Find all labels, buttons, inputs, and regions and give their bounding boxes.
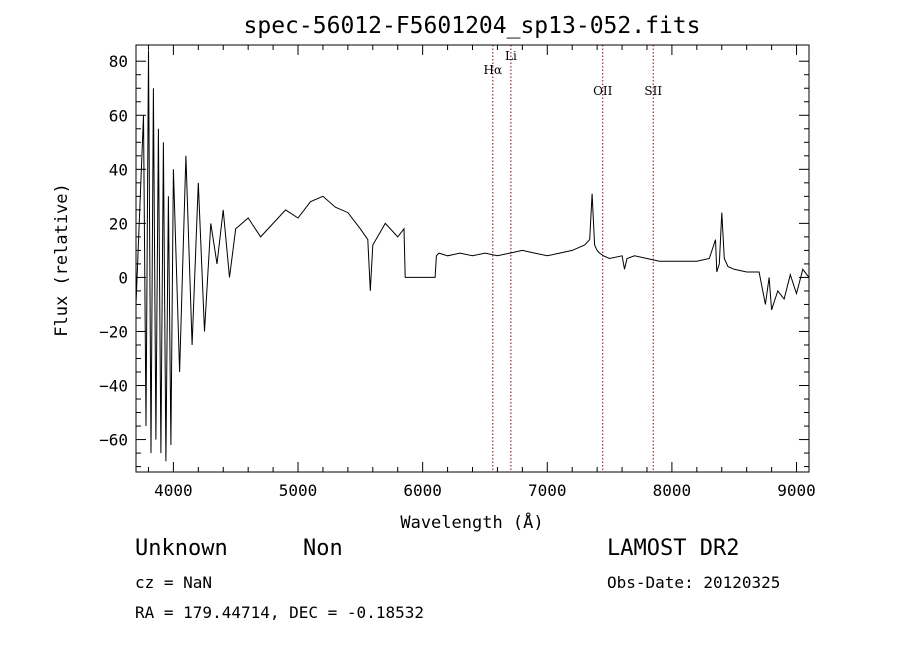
y-tick-label: 60	[109, 106, 128, 125]
x-axis: 4000 5000 6000 7000 8000 9000	[147, 45, 816, 500]
marker-label: Hα	[484, 63, 503, 77]
y-tick-label: −20	[99, 322, 128, 341]
coordinates-readout: RA = 179.44714, DEC = -0.18532	[135, 603, 424, 622]
y-tick-label: −60	[99, 431, 128, 450]
x-tick-label: 4000	[154, 481, 193, 500]
y-tick-label: 80	[109, 52, 128, 71]
redshift-readout: cz = NaN	[135, 573, 213, 592]
marker-label: OII	[593, 84, 613, 98]
x-tick-label: 7000	[528, 481, 567, 500]
x-tick-label: 9000	[777, 481, 816, 500]
y-tick-label: 20	[109, 214, 128, 233]
x-tick-label: 6000	[403, 481, 442, 500]
y-tick-label: −40	[99, 377, 128, 396]
object-class: Unknown	[135, 536, 228, 561]
marker-label: Li	[505, 49, 517, 63]
chart-title: spec-56012-F5601204_sp13-052.fits	[244, 13, 701, 39]
x-tick-label: 5000	[279, 481, 318, 500]
survey-name: LAMOST DR2	[607, 536, 740, 561]
x-axis-label: Wavelength (Å)	[400, 511, 543, 533]
marker-label: SII	[644, 84, 662, 98]
y-tick-label: 40	[109, 160, 128, 179]
y-tick-label: 0	[118, 268, 128, 287]
y-axis-label: Flux (relative)	[52, 183, 72, 337]
obs-date: Obs-Date: 20120325	[607, 573, 781, 592]
object-subclass: Non	[303, 536, 343, 561]
x-tick-label: 8000	[653, 481, 692, 500]
spectrum-line	[135, 50, 810, 462]
y-axis: −60 −40 −20 0 20 40 60 80	[99, 52, 809, 468]
